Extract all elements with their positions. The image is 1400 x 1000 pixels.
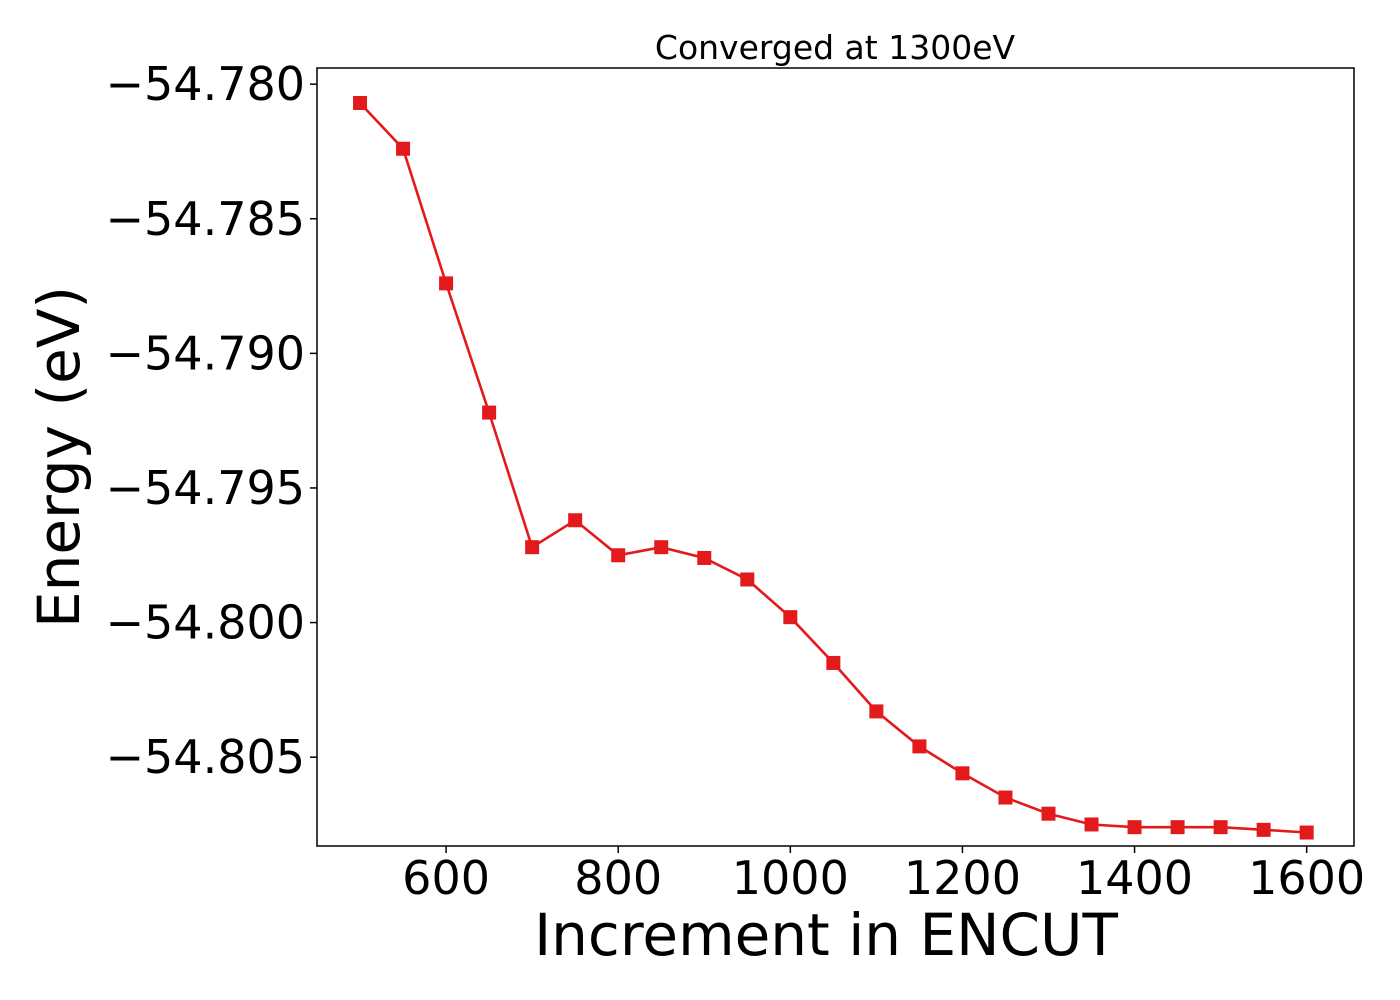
data-point — [740, 572, 755, 587]
data-point — [869, 704, 884, 719]
plot-frame — [316, 67, 1355, 847]
series-layer — [353, 95, 1314, 840]
data-point — [568, 513, 583, 528]
data-point — [654, 540, 669, 555]
x-axis: 600 800 1000 1200 1400 1600 — [402, 846, 1365, 905]
data-point — [525, 540, 540, 555]
data-point — [396, 141, 411, 156]
data-point — [998, 790, 1013, 805]
x-tick-label: 1600 — [1248, 851, 1365, 905]
y-tick-label: −54.795 — [106, 461, 306, 515]
data-point — [955, 766, 970, 781]
data-point — [1041, 806, 1056, 821]
data-point — [1256, 822, 1271, 837]
data-point — [1084, 817, 1099, 832]
x-tick-label: 1400 — [1076, 851, 1193, 905]
y-tick-label: −54.785 — [106, 192, 306, 246]
data-point — [1213, 820, 1228, 835]
data-point — [912, 739, 927, 754]
y-axis-label: Energy (eV) — [25, 286, 93, 628]
data-point — [783, 610, 798, 625]
data-point — [1127, 820, 1142, 835]
x-tick-label: 600 — [402, 851, 490, 905]
y-tick-label: −54.805 — [106, 730, 306, 784]
data-point — [482, 405, 497, 420]
y-tick-label: −54.780 — [106, 57, 306, 111]
data-point — [1299, 825, 1314, 840]
y-tick-label: −54.800 — [106, 596, 306, 650]
data-point — [697, 550, 712, 565]
x-tick-label: 1000 — [732, 851, 849, 905]
series-line — [359, 102, 1307, 834]
data-point — [611, 548, 626, 563]
y-axis: −54.780 −54.785 −54.790 −54.795 −54.800 −54.8… — [106, 57, 317, 784]
chart-title: Converged at 1300eV — [655, 28, 1016, 67]
x-axis-label: Increment in ENCUT — [534, 901, 1118, 969]
data-point — [353, 95, 368, 110]
x-tick-label: 800 — [574, 851, 662, 905]
data-point — [826, 655, 841, 670]
y-tick-label: −54.790 — [106, 326, 306, 380]
data-point — [439, 276, 454, 291]
data-point — [1170, 820, 1185, 835]
x-tick-label: 1200 — [904, 851, 1021, 905]
